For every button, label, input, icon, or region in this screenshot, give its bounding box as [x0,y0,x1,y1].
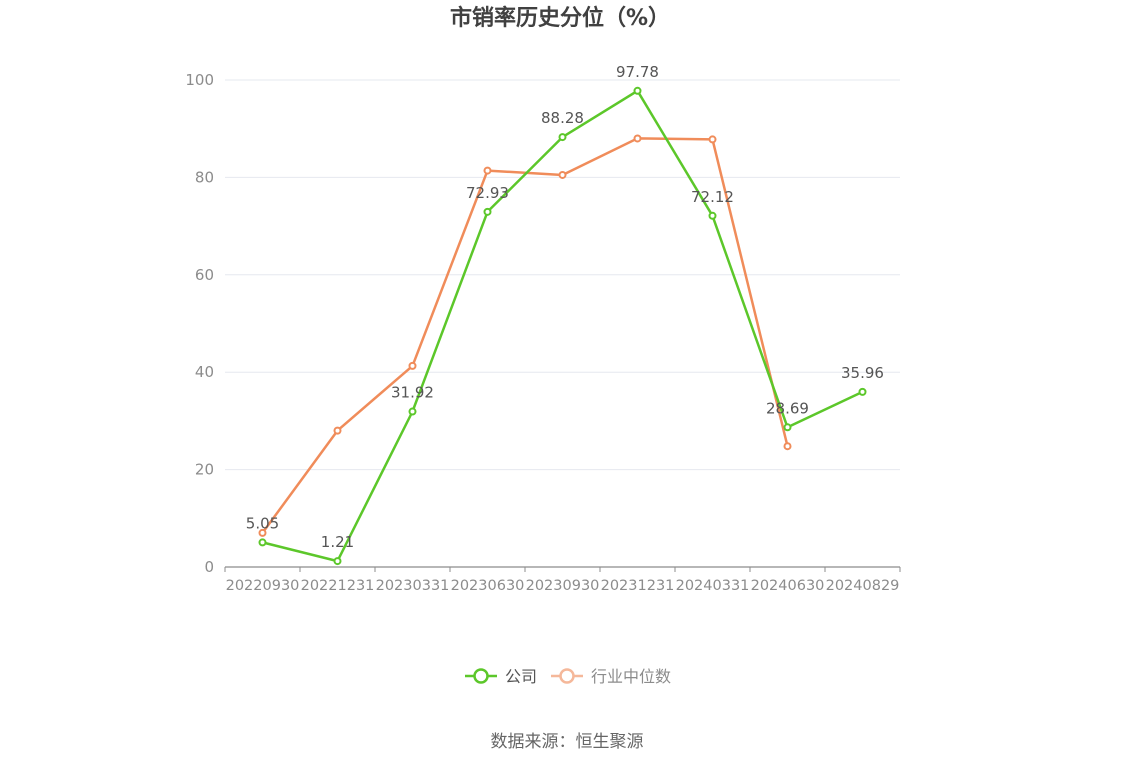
x-tick-label: 20240829 [826,578,900,594]
data-point [708,211,717,220]
x-tick-label: 20240630 [751,578,825,594]
x-tick-label: 20230630 [451,578,525,594]
series-line-company [262,89,864,563]
data-point [633,86,642,95]
data-label: 28.69 [766,399,809,417]
data-point [558,170,567,179]
x-tick-label: 20230331 [376,578,450,594]
data-point [258,528,267,537]
data-point [408,407,417,416]
legend-item-industry[interactable]: 行业中位数 [551,667,671,686]
x-tick-label: 20230930 [526,578,600,594]
data-point [783,442,792,451]
data-point [408,361,417,370]
legend-item-company[interactable]: 公司 [465,667,537,686]
y-tick-label: 100 [185,71,214,89]
series [258,86,867,566]
data-labels: 5.05 1.21 31.92 72.93 88.28 97.78 72.12 28.69 35… [246,63,884,551]
y-tick-label: 80 [195,168,214,186]
x-tick-label: 20240331 [676,578,750,594]
data-label: 72.93 [466,184,509,202]
data-label: 5.05 [246,514,279,532]
y-tick-label: 60 [195,266,214,284]
data-point [558,133,567,142]
grid [225,79,900,471]
data-point [783,423,792,432]
x-tick-label: 20220930 [226,578,300,594]
data-label: 1.21 [321,533,354,551]
y-tick-label: 0 [204,558,214,576]
legend-swatch-marker [473,668,489,684]
data-point [333,557,342,566]
data-point [258,538,267,547]
data-point [633,134,642,143]
chart-title: 市销率历史分位（%） [450,5,670,31]
y-tick-label: 40 [195,363,214,381]
data-point [708,135,717,144]
data-label: 72.12 [691,188,734,206]
legend-swatch-marker [559,668,575,684]
legend[interactable]: 公司 行业中位数 [465,667,671,686]
data-point [483,207,492,216]
data-label: 31.92 [391,384,434,402]
data-label: 97.78 [616,63,659,81]
data-point [333,426,342,435]
data-source: 数据来源：恒生聚源 [491,732,644,752]
y-tick-label: 20 [195,461,214,479]
data-point [483,166,492,175]
data-point [858,387,867,396]
data-label: 88.28 [541,109,584,127]
x-tick-label: 20231231 [601,578,675,594]
legend-label: 行业中位数 [591,667,671,686]
data-label: 35.96 [841,364,884,382]
legend-label: 公司 [505,667,537,686]
x-tick-label: 20221231 [301,578,375,594]
